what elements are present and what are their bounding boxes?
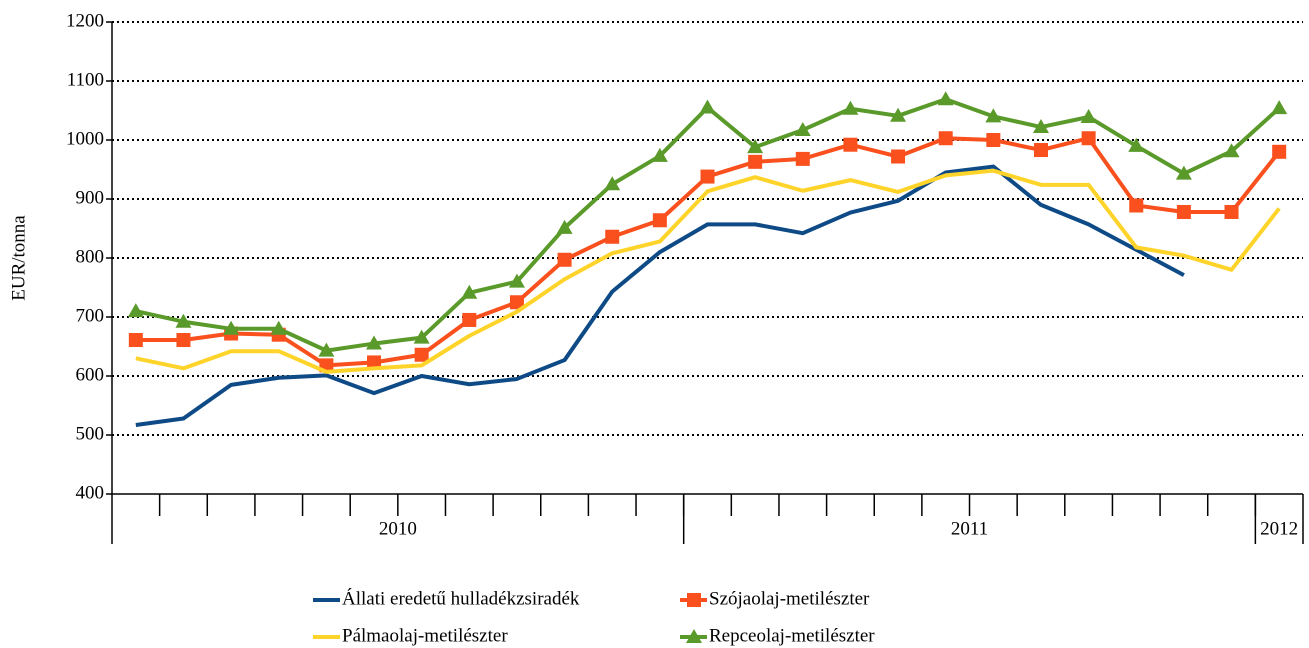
y-tick-label: 900 <box>76 187 105 208</box>
legend-label: Repceolaj-metilészter <box>709 625 875 646</box>
marker <box>175 313 192 328</box>
marker <box>556 219 573 234</box>
marker <box>1223 143 1240 158</box>
x-group-label: 2011 <box>951 518 988 539</box>
marker <box>1033 143 1048 158</box>
y-tick-label: 800 <box>76 246 105 267</box>
y-tick-label: 400 <box>76 482 105 503</box>
marker <box>270 320 287 335</box>
marker <box>557 252 572 267</box>
marker <box>1272 144 1287 159</box>
marker <box>890 107 907 122</box>
marker <box>699 99 716 114</box>
marker <box>508 273 525 288</box>
marker <box>937 91 954 106</box>
marker <box>128 333 143 348</box>
marker <box>1176 204 1191 219</box>
marker <box>176 333 191 348</box>
marker <box>794 121 811 136</box>
marker <box>127 303 144 318</box>
marker <box>1224 204 1239 219</box>
x-group-label: 2010 <box>379 518 417 539</box>
y-tick-label: 700 <box>76 305 105 326</box>
marker <box>462 312 477 327</box>
y-tick-label: 1000 <box>66 128 104 149</box>
x-group-label: 2012 <box>1260 518 1298 539</box>
marker <box>1080 108 1097 123</box>
marker <box>652 213 667 228</box>
marker <box>1081 131 1096 146</box>
marker <box>1128 137 1145 152</box>
marker <box>891 149 906 164</box>
legend-marker <box>687 593 701 607</box>
y-axis-label: EUR/tonna <box>8 215 29 301</box>
series-line <box>135 168 1281 374</box>
marker <box>1271 100 1288 115</box>
marker <box>843 137 858 152</box>
marker <box>413 329 430 344</box>
marker <box>748 154 763 169</box>
series-line <box>135 164 1185 427</box>
marker <box>1175 165 1192 180</box>
legend-label: Szójaolaj-metilészter <box>709 588 870 609</box>
y-tick-label: 600 <box>76 364 105 385</box>
marker <box>509 295 524 310</box>
marker <box>318 342 335 357</box>
y-tick-label: 1200 <box>66 10 104 31</box>
marker <box>938 131 953 146</box>
marker <box>367 355 382 370</box>
y-tick-label: 500 <box>76 423 105 444</box>
marker <box>651 147 668 162</box>
marker <box>223 320 240 335</box>
marker <box>414 347 429 362</box>
legend-marker <box>686 629 702 643</box>
marker <box>604 176 621 191</box>
marker <box>747 139 764 154</box>
marker <box>1129 198 1144 213</box>
marker <box>700 169 715 184</box>
marker <box>461 284 478 299</box>
marker <box>605 229 620 244</box>
y-tick-label: 1100 <box>67 69 104 90</box>
marker <box>985 108 1002 123</box>
marker <box>795 151 810 166</box>
legend-label: Pálmaolaj-metilészter <box>342 625 508 646</box>
marker <box>986 133 1001 147</box>
marker <box>842 100 859 115</box>
marker <box>1032 119 1049 134</box>
legend-label: Állati eredetű hulladékzsiradék <box>342 587 580 609</box>
marker <box>366 335 383 350</box>
